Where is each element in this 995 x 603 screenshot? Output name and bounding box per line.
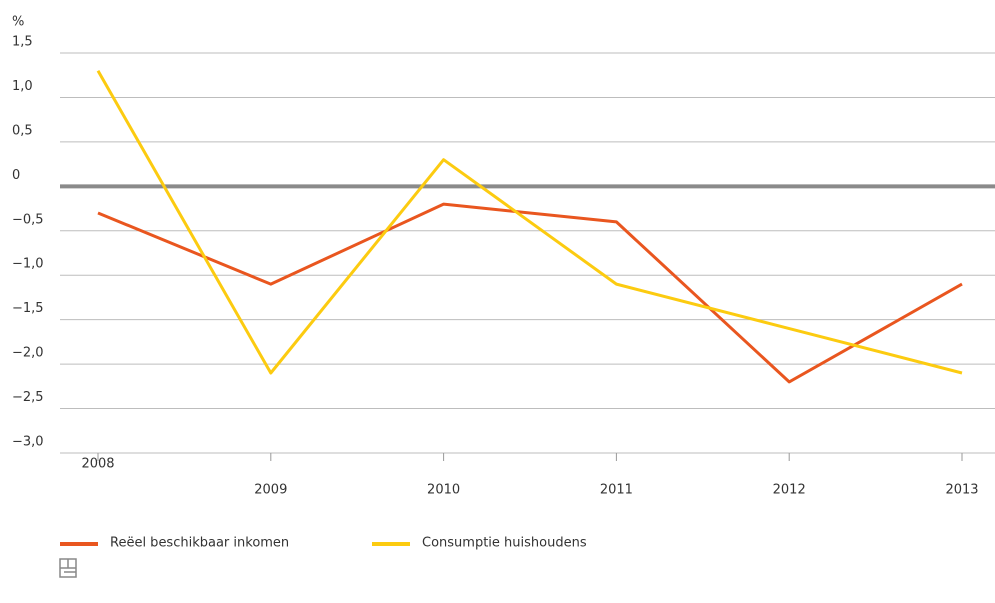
y-tick-label: 0,5 (12, 123, 33, 138)
y-tick-label: 0 (12, 168, 20, 183)
y-tick-label: −2,0 (12, 346, 44, 361)
x-tick-label: 2013 (945, 483, 978, 498)
y-tick-label: −1,5 (12, 301, 44, 316)
x-tick-label: 2012 (773, 483, 806, 498)
y-tick-label: 1,5 (12, 35, 33, 50)
x-tick-label: 2010 (427, 483, 460, 498)
y-tick-label: 1,0 (12, 79, 33, 94)
x-tick-label: 2011 (600, 483, 633, 498)
legend-label: Consumptie huishoudens (422, 536, 587, 551)
y-tick-label: −2,5 (12, 390, 44, 405)
y-tick-label: −0,5 (12, 212, 44, 227)
logo (59, 558, 77, 578)
legend-label: Reëel beschikbaar inkomen (110, 536, 289, 551)
unit-label: % (12, 15, 24, 30)
x-tick-label: 2009 (254, 483, 287, 498)
x-tick-label: 2008 (81, 457, 114, 472)
series-line (97, 202, 963, 384)
y-tick-label: −1,0 (12, 257, 44, 272)
series-line (96, 70, 963, 375)
y-tick-label: −3,0 (12, 435, 44, 450)
